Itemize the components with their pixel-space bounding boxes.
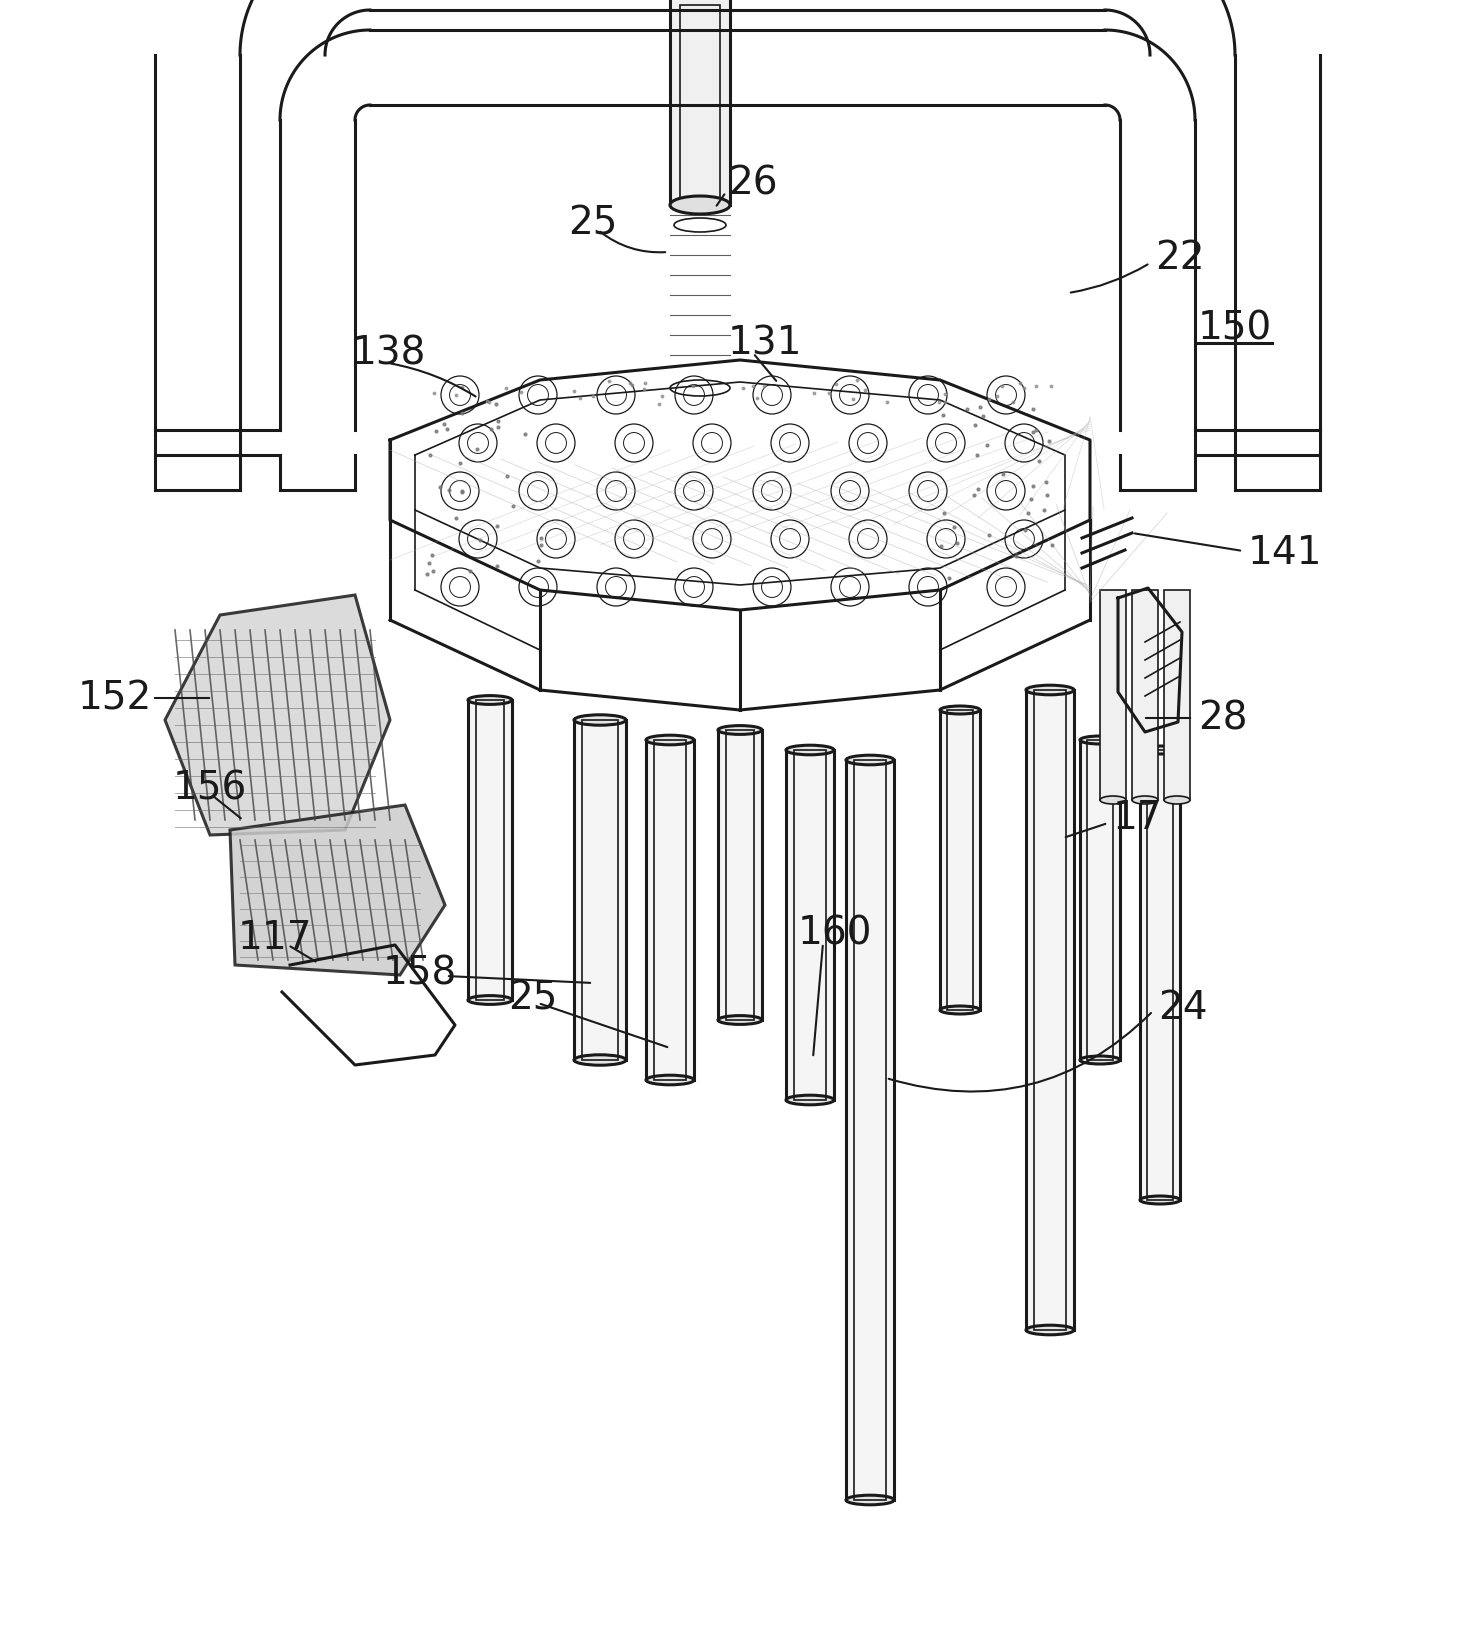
Ellipse shape bbox=[718, 725, 763, 734]
Bar bbox=[574, 721, 625, 1060]
Ellipse shape bbox=[847, 755, 894, 765]
Ellipse shape bbox=[1131, 796, 1158, 804]
Ellipse shape bbox=[940, 706, 979, 714]
Bar bbox=[854, 760, 886, 1500]
Bar bbox=[1034, 690, 1066, 1330]
Text: 117: 117 bbox=[237, 918, 313, 958]
Ellipse shape bbox=[574, 1056, 625, 1065]
Bar bbox=[786, 750, 833, 1100]
Bar bbox=[646, 740, 695, 1080]
Ellipse shape bbox=[574, 714, 625, 725]
Text: 141: 141 bbox=[1248, 534, 1323, 572]
Bar bbox=[940, 711, 979, 1010]
Text: 152: 152 bbox=[78, 680, 152, 717]
Ellipse shape bbox=[646, 735, 695, 745]
Ellipse shape bbox=[847, 1495, 894, 1505]
Ellipse shape bbox=[1100, 796, 1125, 804]
Bar bbox=[1131, 590, 1158, 801]
Bar bbox=[1140, 750, 1180, 1199]
Ellipse shape bbox=[786, 1095, 833, 1105]
Text: 150: 150 bbox=[1198, 309, 1273, 346]
Bar bbox=[1087, 740, 1114, 1060]
Bar bbox=[718, 730, 763, 1020]
Bar bbox=[847, 760, 894, 1500]
Polygon shape bbox=[165, 595, 389, 835]
Ellipse shape bbox=[1080, 735, 1120, 743]
Ellipse shape bbox=[1140, 747, 1180, 753]
Bar bbox=[670, 0, 730, 204]
Text: 22: 22 bbox=[1155, 239, 1205, 278]
Ellipse shape bbox=[670, 196, 730, 214]
Text: 156: 156 bbox=[173, 770, 248, 807]
Text: 25: 25 bbox=[568, 204, 618, 242]
Bar bbox=[1027, 690, 1074, 1330]
Text: 28: 28 bbox=[1198, 699, 1248, 737]
Ellipse shape bbox=[940, 1007, 979, 1015]
Ellipse shape bbox=[1140, 1196, 1180, 1204]
Ellipse shape bbox=[468, 696, 512, 704]
Text: 158: 158 bbox=[384, 954, 457, 992]
Bar bbox=[726, 730, 754, 1020]
Bar bbox=[468, 699, 512, 1000]
Bar bbox=[680, 5, 720, 204]
Ellipse shape bbox=[1080, 1056, 1120, 1064]
Bar bbox=[947, 711, 974, 1010]
Text: 26: 26 bbox=[729, 163, 777, 203]
Ellipse shape bbox=[1027, 685, 1074, 694]
Ellipse shape bbox=[718, 1016, 763, 1025]
Bar bbox=[794, 750, 826, 1100]
Bar bbox=[1148, 750, 1173, 1199]
Bar bbox=[1080, 740, 1120, 1060]
Text: 138: 138 bbox=[353, 333, 426, 373]
Bar bbox=[583, 721, 618, 1060]
Text: 160: 160 bbox=[798, 913, 873, 953]
Ellipse shape bbox=[646, 1075, 695, 1085]
Text: 131: 131 bbox=[729, 324, 802, 363]
Polygon shape bbox=[230, 806, 445, 975]
Ellipse shape bbox=[468, 995, 512, 1005]
Text: 17: 17 bbox=[1114, 799, 1162, 837]
Ellipse shape bbox=[1027, 1325, 1074, 1335]
Bar bbox=[653, 740, 686, 1080]
Text: 24: 24 bbox=[1158, 989, 1208, 1028]
Ellipse shape bbox=[786, 745, 833, 755]
Bar bbox=[1164, 590, 1190, 801]
Ellipse shape bbox=[1164, 796, 1190, 804]
Bar bbox=[1100, 590, 1125, 801]
Text: 25: 25 bbox=[507, 979, 558, 1016]
Bar bbox=[476, 699, 504, 1000]
